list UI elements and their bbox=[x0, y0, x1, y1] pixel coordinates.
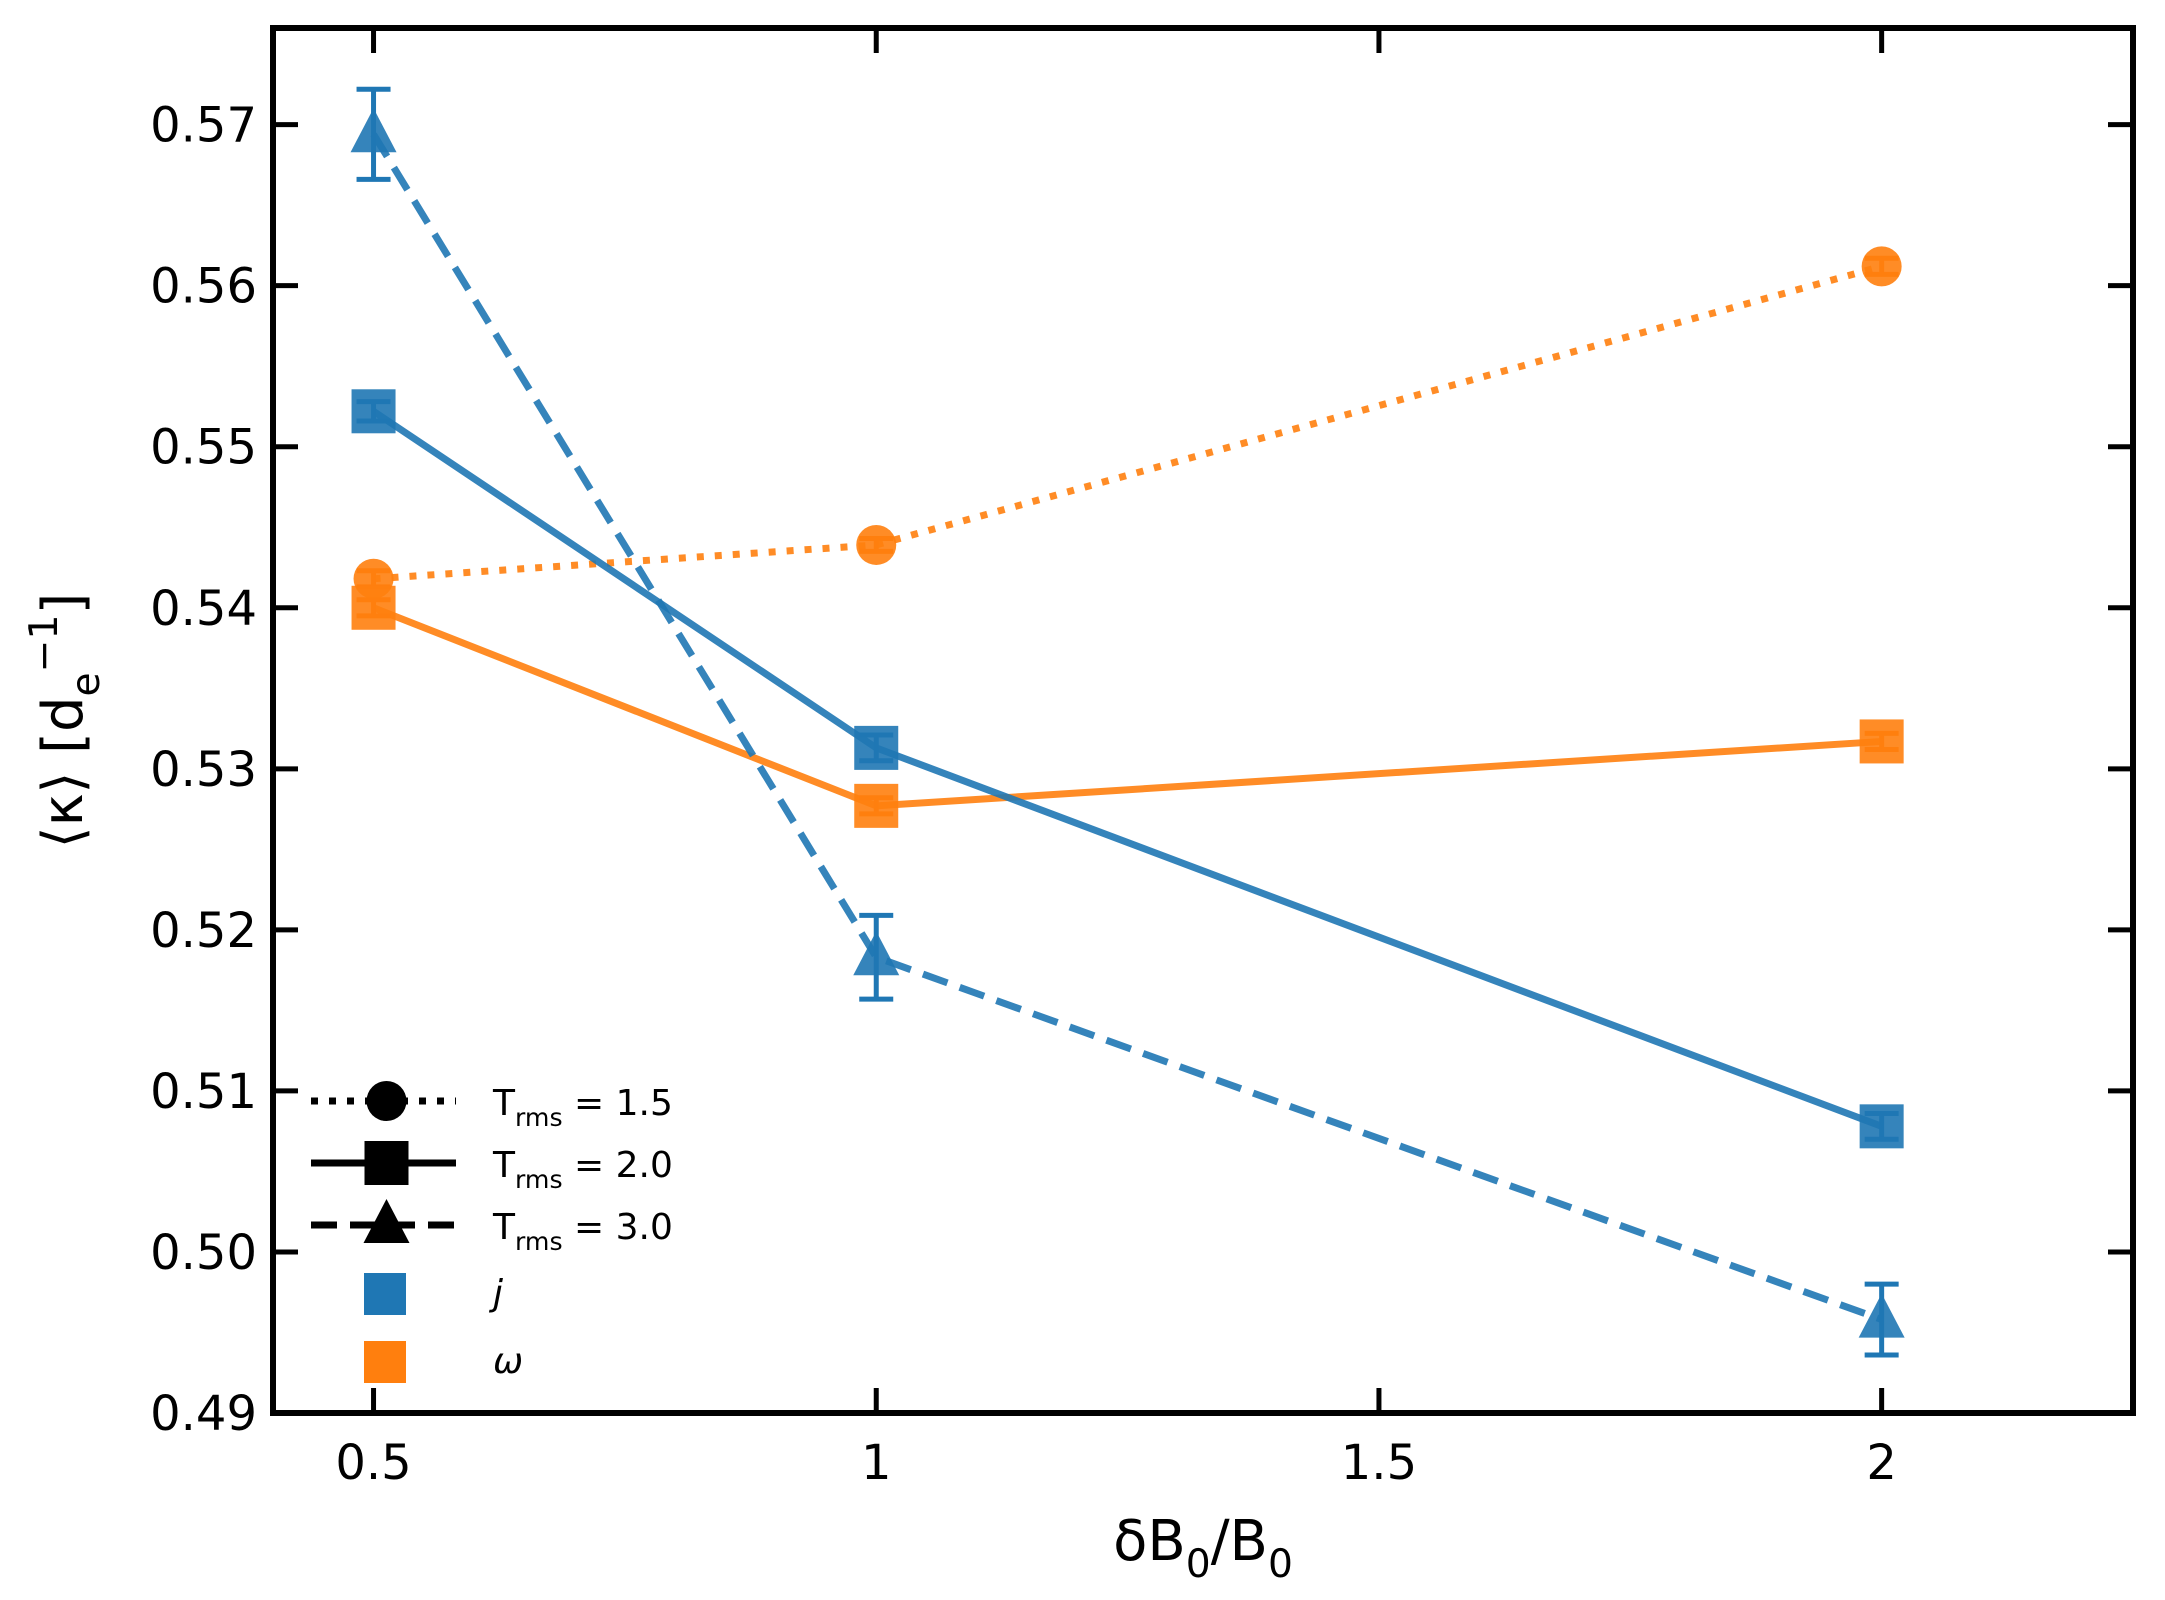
data-point bbox=[350, 108, 397, 153]
legend-swatch bbox=[364, 1273, 406, 1315]
x-axis-label-part: 0 bbox=[1268, 1542, 1293, 1587]
legend-label-part: rms bbox=[515, 1103, 563, 1132]
x-tick-label: 1 bbox=[861, 1435, 892, 1491]
y-tick-label: 0.57 bbox=[150, 98, 257, 154]
y-axis-label-part: ⟨κ⟩ [ bbox=[31, 732, 96, 848]
data-point bbox=[351, 389, 396, 434]
x-axis-label-part: /B bbox=[1211, 1509, 1268, 1574]
legend-label: Trms = 2.0 bbox=[492, 1145, 673, 1194]
data-point bbox=[351, 585, 396, 630]
y-axis-label-part: ] bbox=[31, 593, 96, 615]
y-tick-label: 0.49 bbox=[150, 1386, 257, 1442]
legend-label-part: T bbox=[492, 1207, 516, 1248]
y-tick-label: 0.56 bbox=[150, 259, 257, 315]
plot-frame bbox=[270, 25, 2136, 1416]
data-point bbox=[856, 524, 897, 565]
data-point bbox=[1859, 719, 1904, 764]
legend-label: ω bbox=[493, 1341, 523, 1382]
y-tick-label: 0.52 bbox=[150, 903, 257, 959]
legend-marker bbox=[364, 1141, 409, 1185]
data-point bbox=[854, 783, 899, 828]
y-tick-label: 0.55 bbox=[150, 420, 257, 476]
data-point bbox=[1859, 1104, 1904, 1149]
data-point bbox=[853, 931, 900, 976]
x-axis-label: δB0/B0 bbox=[1113, 1509, 1293, 1587]
legend-label-part: T bbox=[492, 1145, 516, 1186]
series-line bbox=[373, 262, 1883, 583]
legend-marker bbox=[366, 1081, 407, 1121]
y-tick-label: 0.50 bbox=[150, 1225, 257, 1281]
legend-label-part: T bbox=[492, 1083, 516, 1124]
legend-marker bbox=[363, 1199, 410, 1243]
legend-label: Trms = 1.5 bbox=[492, 1083, 673, 1132]
legend-label-part: rms bbox=[515, 1165, 563, 1194]
x-tick-label: 2 bbox=[1866, 1435, 1897, 1491]
legend-label-part: = 3.0 bbox=[563, 1207, 673, 1248]
data-point bbox=[854, 725, 899, 770]
legend-label: Trms = 3.0 bbox=[492, 1207, 673, 1256]
x-tick-label: 1.5 bbox=[1341, 1435, 1417, 1491]
legend-label-part: = 1.5 bbox=[563, 1083, 673, 1124]
legend-label-part: rms bbox=[515, 1227, 563, 1256]
data-point bbox=[1858, 1293, 1905, 1338]
series-line bbox=[370, 132, 1883, 1323]
data-point bbox=[1861, 246, 1902, 287]
y-axis-label-part: d bbox=[31, 696, 96, 732]
legend-swatch bbox=[364, 1341, 406, 1383]
y-tick-label: 0.54 bbox=[150, 581, 257, 637]
y-tick-label: 0.51 bbox=[150, 1064, 257, 1120]
legend-label-part: = 2.0 bbox=[563, 1145, 673, 1186]
y-axis-label-part: e bbox=[64, 672, 109, 696]
x-axis-label-part: 0 bbox=[1186, 1542, 1211, 1587]
y-tick-label: 0.53 bbox=[150, 742, 257, 798]
x-axis-label-part: δB bbox=[1113, 1509, 1186, 1574]
y-axis-label-part: −1 bbox=[22, 615, 67, 673]
y-axis-label: ⟨κ⟩ [de−1] bbox=[22, 593, 109, 849]
x-tick-label: 0.5 bbox=[335, 1435, 411, 1491]
